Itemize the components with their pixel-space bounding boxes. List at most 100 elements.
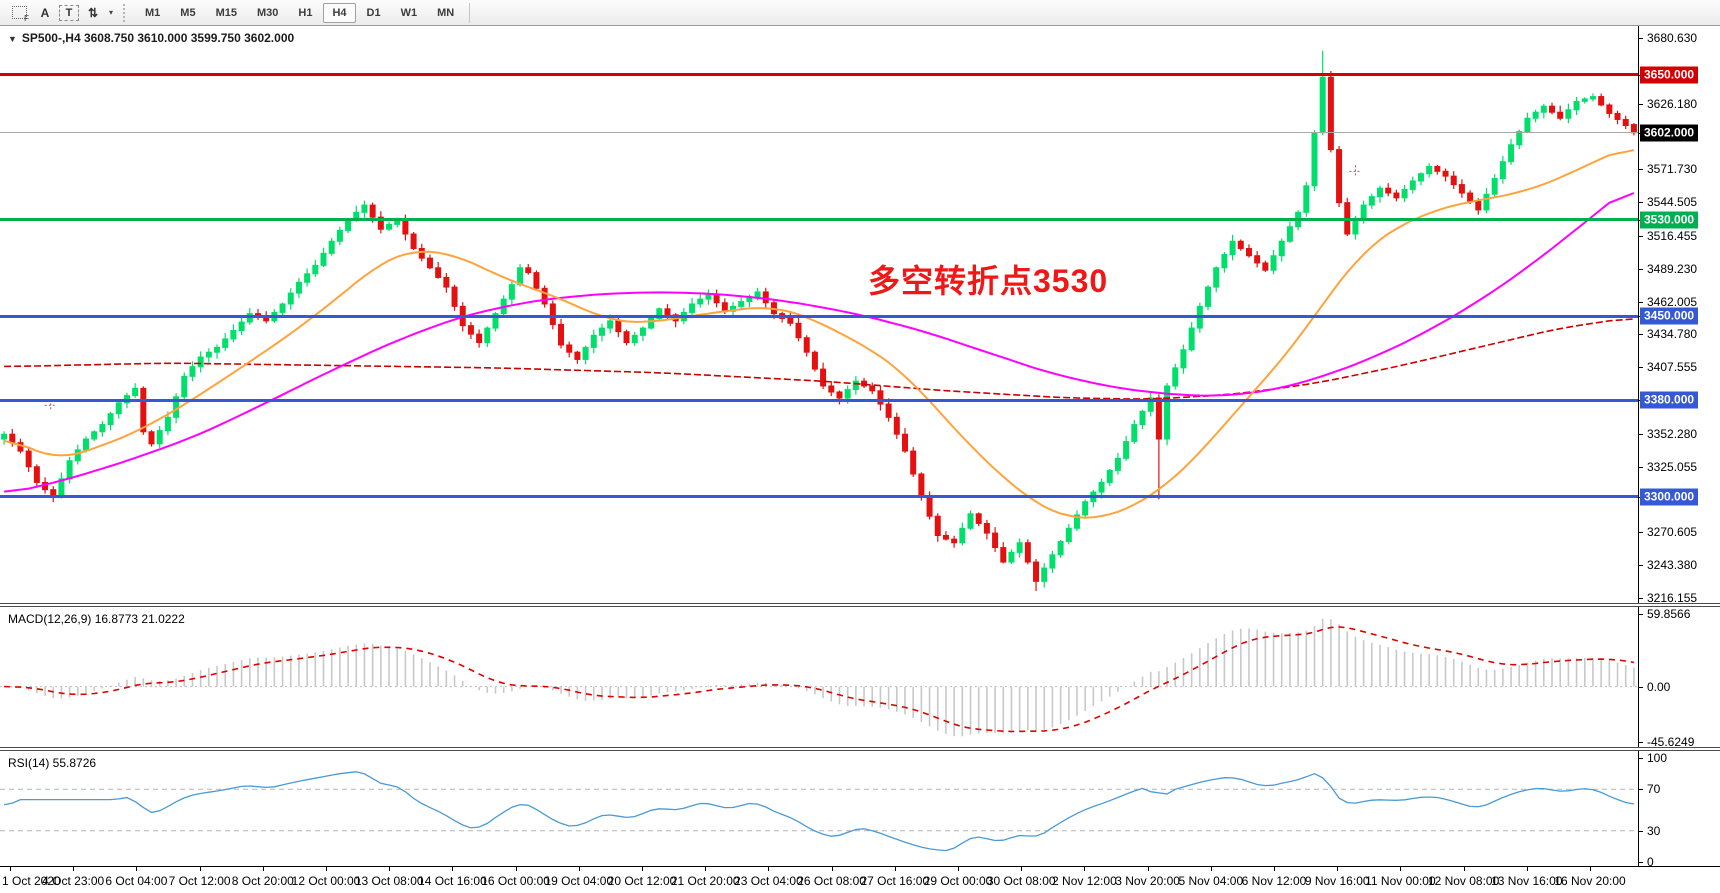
time-tick-mark (326, 867, 327, 871)
time-axis-label: 14 Oct 16:00 (418, 874, 487, 888)
time-tick-mark (73, 867, 75, 871)
time-tick-mark (10, 867, 11, 871)
timeframe-button-m30[interactable]: M30 (256, 6, 279, 19)
timeframe-button-w1[interactable]: W1 (400, 6, 418, 19)
annotation-text: 多空转折点3530 (868, 263, 1109, 299)
axis-tick-mark (1639, 169, 1643, 171)
axis-label: 3243.380 (1647, 558, 1698, 573)
time-tick-mark (199, 867, 201, 871)
chart-title: ▼ SP500-,H4 3608.750 3610.000 3599.750 36… (8, 31, 294, 45)
axis-label: 3216.155 (1647, 591, 1698, 605)
time-axis-label: 3 Nov 20:00 (1115, 874, 1180, 888)
timeframe-button-m5[interactable]: M5 (180, 6, 196, 19)
axis-tick-mark (1639, 103, 1643, 105)
chevron-down-icon[interactable]: ▾ (109, 8, 114, 17)
time-axis-label: 6 Oct 04:00 (105, 874, 168, 888)
horizontal-line-3530[interactable] (0, 218, 1638, 222)
axis-tick-mark (1639, 532, 1643, 534)
time-tick-mark (958, 867, 959, 871)
rsi-label: RSI(14) 55.8726 (8, 756, 97, 770)
macd-label: MACD(12,26,9) 16.8773 21.0222 (8, 612, 185, 626)
axis-tick-mark (1639, 614, 1643, 615)
horizontal-line-3380[interactable] (0, 398, 1638, 402)
time-axis-label: 29 Oct 00:00 (923, 874, 993, 888)
time-tick-mark (894, 867, 896, 871)
axis-label: 0 (1647, 855, 1654, 869)
time-axis-label: 26 Oct 08:00 (797, 874, 866, 888)
timeframe-button-h1[interactable]: H1 (298, 6, 313, 19)
timeframe-button-h4[interactable]: H4 (323, 2, 356, 23)
chart-shift-icon[interactable]: F (7, 3, 31, 23)
toolbar: F A T ⇅ ▾ M1 M5 M15 M30 H1 H4 D1 W1 MN (0, 0, 1720, 26)
horizontal-line-3650[interactable] (0, 73, 1638, 77)
axis-label: 3434.780 (1647, 327, 1698, 342)
time-axis-label: 21 Oct 20:00 (670, 874, 740, 888)
axis-label: 30 (1647, 823, 1661, 838)
time-tick-mark (705, 867, 707, 871)
price-axis[interactable]: 3680.630 3626.180 3571.730 3544.505 3516.455… (1638, 26, 1720, 869)
axis-label: 3544.505 (1647, 195, 1698, 210)
time-axis-label: 20 Oct 12:00 (607, 874, 677, 888)
collapse-triangle-icon[interactable]: ▼ (8, 34, 17, 44)
axis-label: 3680.630 (1647, 30, 1698, 45)
time-axis-label: 8 Oct 20:00 (231, 874, 294, 888)
time-axis-label: 2 Nov 12:00 (1052, 874, 1117, 888)
axis-label: 3352.280 (1647, 426, 1698, 441)
time-tick-mark (1274, 867, 1275, 871)
time-axis-label: 13 Nov 16:00 (1491, 874, 1563, 888)
time-axis[interactable]: 1 Oct 2020 4 Oct 23:00 6 Oct 04:00 7 Oct 12… (0, 866, 1720, 893)
horizontal-line-3300[interactable] (0, 495, 1638, 499)
timeframe-button-m1[interactable]: M1 (145, 6, 161, 19)
time-tick-mark (1526, 867, 1528, 871)
horizontal-line-3450[interactable] (0, 314, 1638, 318)
time-axis-label: 16 Nov 20:00 (1554, 874, 1626, 888)
time-tick-mark (578, 867, 580, 871)
time-tick-mark (452, 867, 454, 871)
main-chart-panel[interactable]: ▼ SP500-,H4 3608.750 3610.000 3599.750 36… (0, 26, 1638, 604)
time-axis-label: 9 Nov 16:00 (1304, 874, 1370, 888)
axis-tick-mark (1639, 334, 1643, 336)
axis-tick-mark (1639, 37, 1643, 39)
timeframe-button-mn[interactable]: MN (437, 6, 455, 19)
axis-label: 3325.055 (1647, 459, 1698, 474)
time-axis-label: 13 Oct 08:00 (354, 874, 424, 888)
macd-chart (0, 618, 1638, 737)
time-axis-label: 30 Oct 08:00 (986, 874, 1056, 888)
axis-label: 3516.455 (1647, 228, 1698, 243)
timeframe-button-m15[interactable]: M15 (215, 6, 237, 19)
price-badge: 3602.000 (1640, 124, 1699, 142)
time-axis-label: 7 Oct 12:00 (168, 874, 231, 888)
timeframe-button-d1[interactable]: D1 (366, 6, 381, 19)
time-tick-mark (642, 867, 643, 871)
text-tool-icon[interactable]: A (40, 5, 50, 20)
panel-separator[interactable] (0, 603, 1720, 607)
axis-tick-mark (1639, 565, 1643, 567)
axis-tick-mark (1639, 202, 1643, 204)
axis-tick-mark (1639, 862, 1643, 863)
macd-panel[interactable]: MACD(12,26,9) 16.8773 21.0222 (0, 608, 1638, 748)
axis-label: 70 (1647, 782, 1661, 797)
axis-label: 3270.605 (1647, 525, 1698, 540)
rsi-panel[interactable]: RSI(14) 55.8726 (0, 752, 1638, 866)
time-tick-mark (1147, 867, 1149, 871)
cursor-mode-icon[interactable]: ⇅ (87, 5, 99, 20)
candlestick-chart (1, 50, 1637, 591)
time-tick-mark (136, 867, 138, 871)
time-tick-mark (1463, 867, 1465, 871)
axis-tick-mark (1639, 433, 1643, 435)
time-tick-mark (1084, 867, 1086, 871)
horizontal-line-3602[interactable] (0, 132, 1638, 134)
panel-separator[interactable] (0, 747, 1720, 751)
time-axis-label: 27 Oct 16:00 (860, 874, 930, 888)
toolbar-grip[interactable] (123, 3, 128, 22)
time-tick-mark (515, 867, 517, 871)
timeframe-buttons: M1 M5 M15 M30 H1 H4 D1 W1 MN (135, 2, 464, 23)
price-badge: 3300.000 (1640, 488, 1699, 506)
time-tick-mark (389, 867, 391, 871)
toolbar-separator (469, 2, 471, 23)
time-tick-mark (1400, 867, 1402, 871)
axis-tick-mark (1639, 598, 1643, 599)
price-badge: 3530.000 (1640, 211, 1699, 229)
label-tool-icon[interactable]: T (59, 4, 79, 21)
time-tick-mark (1590, 867, 1591, 871)
